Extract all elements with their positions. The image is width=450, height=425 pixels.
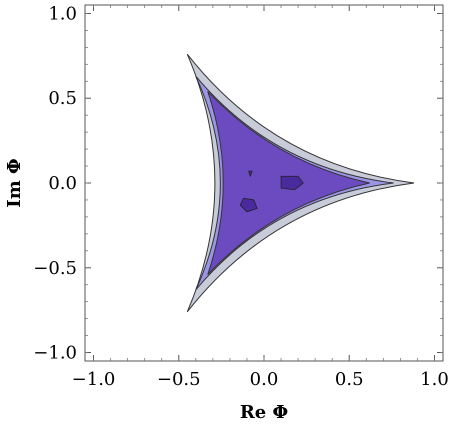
y-tick-label: 1.0 [48, 3, 77, 24]
axis-ticks [85, 5, 443, 361]
x-tick-label: 0.5 [335, 369, 364, 390]
contour-blob-3 [248, 170, 253, 177]
x-tick-label: −0.5 [157, 369, 201, 390]
y-tick-label: −0.5 [33, 258, 77, 279]
x-tick-label: −1.0 [72, 369, 116, 390]
contour-blob-2 [239, 197, 258, 213]
contour-blobs [239, 170, 304, 213]
contour-blob-1 [280, 175, 304, 191]
y-axis-label: Im Φ [4, 158, 25, 207]
x-axis-label: Re Φ [240, 402, 288, 423]
y-tick-label: −1.0 [33, 343, 77, 364]
axis-tick-labels: −1.0 −0.5 0.0 0.5 1.0 1.0 0.5 0.0 −0.5 −1.0 [33, 3, 449, 390]
y-tick-label: 0.0 [48, 173, 77, 194]
x-tick-label: 0.0 [250, 369, 279, 390]
x-tick-label: 1.0 [420, 369, 449, 390]
y-tick-label: 0.5 [48, 88, 77, 109]
